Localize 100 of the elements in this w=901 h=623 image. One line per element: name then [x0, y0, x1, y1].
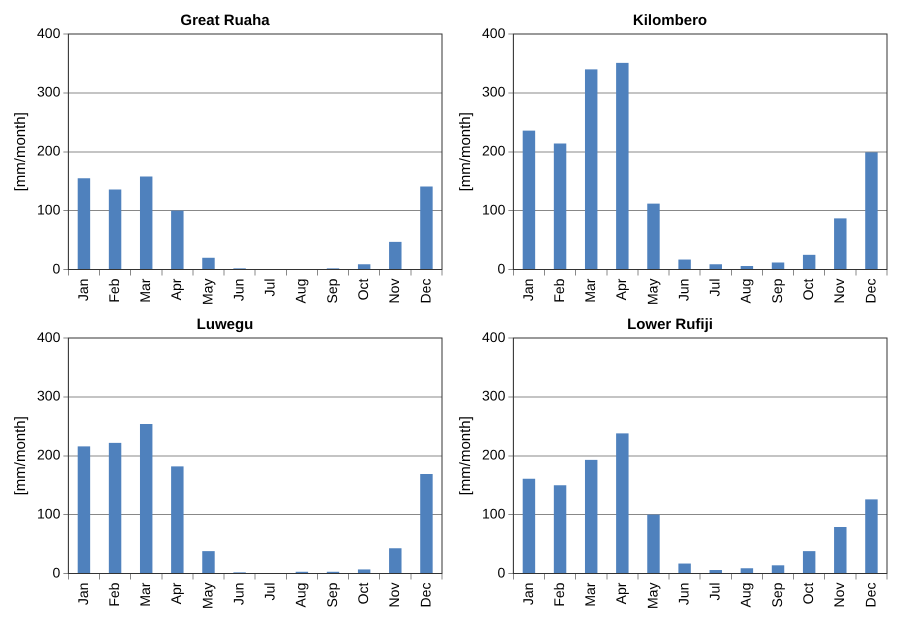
bar	[616, 62, 629, 270]
bar	[772, 262, 784, 270]
x-tick-label: Apr	[168, 582, 184, 604]
x-tick-label: Jul	[706, 582, 723, 600]
bar	[865, 499, 878, 574]
x-tick-label: Oct	[800, 582, 816, 604]
bar	[647, 204, 660, 270]
bar	[420, 474, 433, 574]
y-tick-label: 300	[37, 84, 61, 100]
y-tick-label: 400	[482, 328, 506, 345]
x-tick-label: Sep	[768, 582, 785, 608]
chart-title: Lower Rufiji	[627, 316, 713, 334]
bar	[740, 266, 754, 270]
bar	[678, 260, 691, 270]
bar	[772, 565, 784, 574]
y-tick-label: 200	[482, 446, 506, 463]
bar	[522, 130, 536, 270]
y-tick-label: 200	[37, 446, 61, 463]
bar	[802, 551, 816, 574]
y-tick-label: 0	[52, 260, 61, 276]
x-tick-label: May	[644, 278, 660, 306]
bar	[710, 264, 722, 270]
bar	[78, 178, 90, 270]
y-tick-label: 100	[37, 202, 61, 218]
x-tick-label: Jun	[230, 278, 246, 302]
x-tick-label: Mar	[582, 582, 598, 607]
x-tick-label: May	[644, 582, 660, 610]
bar	[740, 568, 754, 574]
bar	[358, 569, 370, 574]
x-tick-label: Jan	[74, 278, 91, 302]
y-tick-label: 300	[482, 84, 506, 100]
x-tick-label: Nov	[831, 582, 848, 608]
bar	[834, 218, 847, 270]
chart-title: Great Ruaha	[180, 12, 270, 30]
x-tick-label: Nov	[386, 278, 402, 304]
x-tick-label: Dec	[417, 582, 434, 608]
bar	[78, 446, 90, 574]
y-tick-label: 0	[498, 260, 506, 276]
x-tick-label: Oct	[355, 582, 372, 604]
bar	[108, 442, 122, 574]
x-tick-label: Apr	[613, 278, 630, 300]
x-tick-label: Jul	[262, 278, 278, 296]
bar	[171, 210, 184, 270]
bar	[389, 548, 402, 574]
y-tick-label: 0	[498, 564, 506, 580]
x-tick-label: Jan	[520, 582, 536, 606]
y-axis-title: [mm/month]	[457, 416, 474, 496]
bar	[358, 264, 370, 270]
y-tick-label: 400	[37, 24, 61, 41]
bar	[389, 242, 402, 270]
bar	[647, 514, 660, 574]
x-tick-label: May	[199, 582, 216, 610]
bar	[710, 570, 722, 574]
x-tick-label: Nov	[831, 278, 848, 304]
x-tick-label: Oct	[800, 278, 816, 300]
bar	[554, 485, 566, 574]
x-tick-label: Jan	[74, 582, 91, 606]
x-tick-label: Dec	[862, 278, 878, 304]
bar	[140, 176, 152, 270]
x-tick-label: Jun	[675, 278, 692, 302]
bar	[554, 144, 566, 270]
bar	[202, 551, 215, 574]
y-axis-title: [mm/month]	[12, 112, 30, 192]
bar	[834, 527, 847, 574]
x-tick-label: Feb	[550, 582, 567, 607]
x-tick-label: Mar	[137, 278, 154, 303]
bar	[140, 424, 152, 574]
chart-title: Kilombero	[632, 12, 708, 30]
x-tick-label: May	[199, 278, 216, 306]
y-tick-label: 400	[37, 328, 61, 345]
x-tick-label: Aug	[738, 278, 754, 304]
x-tick-label: Aug	[738, 582, 754, 608]
x-tick-label: Dec	[862, 582, 878, 608]
x-tick-label: Sep	[768, 278, 785, 304]
bar	[584, 460, 598, 574]
chart-title: Luwegu	[196, 316, 254, 334]
x-tick-label: Jul	[262, 582, 278, 600]
x-tick-label: Aug	[292, 278, 309, 304]
x-tick-label: Apr	[168, 278, 184, 300]
y-axis-title: [mm/month]	[12, 416, 30, 496]
x-tick-label: Dec	[417, 278, 434, 304]
bar	[420, 186, 433, 270]
x-tick-label: Mar	[137, 582, 154, 607]
bar	[802, 254, 816, 270]
x-tick-label: Feb	[106, 278, 122, 303]
x-tick-label: Jun	[230, 582, 246, 606]
bar	[108, 189, 122, 270]
bar	[202, 258, 215, 270]
x-tick-label: Jul	[706, 278, 723, 296]
x-tick-label: Jan	[520, 278, 536, 302]
x-tick-label: Sep	[324, 278, 340, 304]
x-tick-label: Feb	[550, 278, 567, 303]
x-tick-label: Mar	[582, 278, 598, 303]
bar	[865, 152, 878, 270]
x-tick-label: Apr	[613, 582, 630, 604]
y-tick-label: 200	[482, 142, 506, 159]
y-tick-label: 300	[37, 388, 61, 404]
bar	[584, 69, 598, 270]
y-tick-label: 200	[37, 142, 61, 159]
bar	[616, 433, 629, 574]
